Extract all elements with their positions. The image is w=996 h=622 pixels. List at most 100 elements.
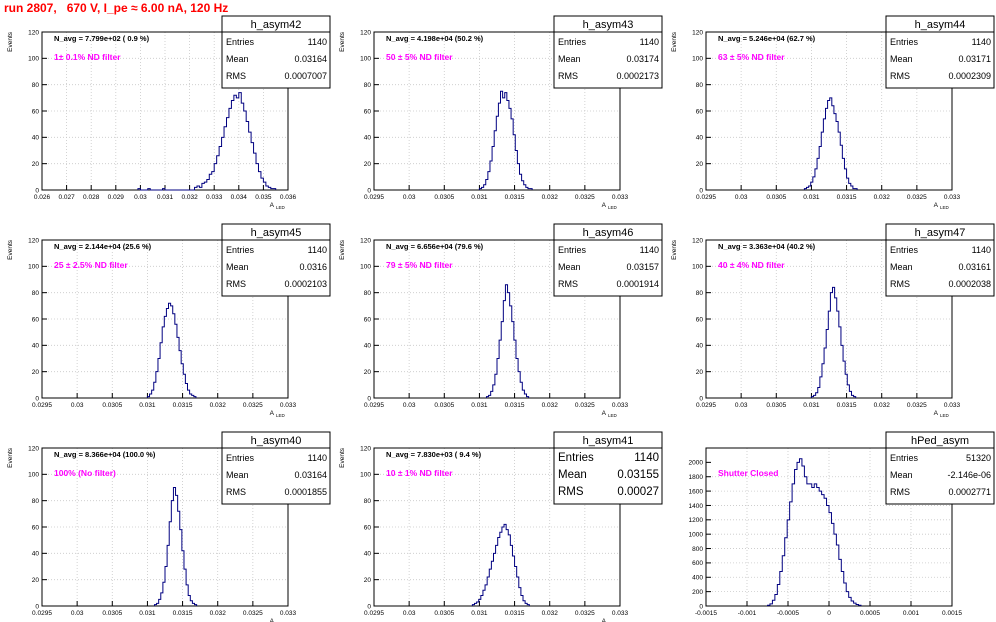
y-axis-label: Events <box>339 239 346 260</box>
filter-annotation: 50 ± 5% ND filter <box>386 52 453 62</box>
histogram-series <box>478 90 533 190</box>
stats-rms-value: 0.0001914 <box>616 279 659 289</box>
stats-mean-value: 0.03164 <box>294 54 327 64</box>
x-tick-label: 0.0295 <box>32 610 52 617</box>
x-axis-label: A <box>270 618 275 622</box>
y-tick-label: 0 <box>35 187 39 194</box>
y-tick-label: 1000 <box>689 531 704 538</box>
y-axis-label: Events <box>671 239 678 260</box>
y-tick-label: 800 <box>692 546 703 553</box>
stats-entries-value: 1140 <box>308 37 327 47</box>
y-tick-label: 1400 <box>689 503 704 510</box>
y-tick-label: 600 <box>692 560 703 567</box>
y-axis-label: Events <box>339 447 346 468</box>
stats-mean-label: Mean <box>226 262 249 272</box>
navg-label: N_avg = 7.799e+02 ( 0.9 %) <box>54 34 150 43</box>
y-axis-label: Events <box>7 239 14 260</box>
stats-rms-value: 0.0002103 <box>284 279 327 289</box>
stats-mean-value: 0.0316 <box>299 262 327 272</box>
stats-box: h_asym44 Entries 1140 Mean 0.03171 RMS 0.00023… <box>885 15 995 89</box>
stats-mean-label: Mean <box>890 54 913 64</box>
stats-entries-value: 1140 <box>972 245 991 255</box>
y-tick-label: 40 <box>696 343 704 350</box>
x-tick-label: 0.0305 <box>766 402 786 409</box>
stats-box-frame <box>553 431 663 505</box>
stats-entries-value: 1140 <box>640 245 659 255</box>
filter-annotation: 79 ± 5% ND filter <box>386 260 453 270</box>
y-tick-label: 40 <box>364 135 372 142</box>
x-tick-label: 0.031 <box>471 194 488 201</box>
stats-rms-value: 0.0002309 <box>948 71 991 81</box>
x-axis-label: A <box>934 410 939 417</box>
x-tick-label: 0.028 <box>83 194 100 201</box>
stats-entries-label: Entries <box>226 245 255 255</box>
x-tick-label: 0.0325 <box>575 610 595 617</box>
y-tick-label: 120 <box>692 29 703 36</box>
stats-box-frame <box>221 223 331 297</box>
y-tick-label: 120 <box>28 237 39 244</box>
histogram-name: h_asym46 <box>583 227 634 239</box>
histogram-pad-hPed_asym: -0.0015 -0.001 -0.0005 0 0.0005 0.001 0.0015 0 2… <box>689 431 995 617</box>
x-tick-label: 0.0295 <box>364 402 384 409</box>
stats-rms-label: RMS <box>890 487 910 497</box>
stats-entries-label: Entries <box>890 245 919 255</box>
y-tick-label: 60 <box>364 316 372 323</box>
stats-box-frame <box>553 15 663 89</box>
filter-annotation: 40 ± 4% ND filter <box>718 260 785 270</box>
y-tick-label: 0 <box>699 187 703 194</box>
x-tick-label: 0.0295 <box>696 402 716 409</box>
y-tick-label: 200 <box>692 589 703 596</box>
x-axis-label-subscript: LED <box>608 413 618 418</box>
stats-box-frame <box>885 15 995 89</box>
x-tick-label: 0.032 <box>210 402 227 409</box>
x-tick-label: 0.0315 <box>173 402 193 409</box>
x-tick-label: 0.0315 <box>505 402 525 409</box>
y-tick-label: 80 <box>364 498 372 505</box>
stats-entries-label: Entries <box>558 245 587 255</box>
histogram-series <box>137 92 277 191</box>
x-tick-label: 0.0005 <box>860 610 880 617</box>
y-tick-label: 80 <box>32 82 40 89</box>
stats-rms-label: RMS <box>890 279 910 289</box>
x-tick-label: 0.033 <box>280 402 297 409</box>
y-tick-label: 60 <box>32 524 40 531</box>
stats-box: h_asym41 Entries 1140 Mean 0.03155 RMS 0.00027 <box>553 431 663 505</box>
stats-rms-label: RMS <box>558 71 578 81</box>
x-tick-label: 0.031 <box>803 194 820 201</box>
x-tick-label: 0.0325 <box>907 194 927 201</box>
histogram-name: h_asym40 <box>251 435 302 447</box>
x-tick-label: 0.031 <box>139 610 156 617</box>
y-tick-label: 120 <box>692 237 703 244</box>
stats-box-frame <box>885 223 995 297</box>
y-tick-label: 120 <box>360 29 371 36</box>
stats-entries-label: Entries <box>558 37 587 47</box>
x-axis-label: A <box>602 202 607 209</box>
x-tick-label: 0.033 <box>944 402 961 409</box>
stats-entries-label: Entries <box>226 37 255 47</box>
y-tick-label: 0 <box>35 603 39 610</box>
stats-entries-label: Entries <box>890 453 919 463</box>
histogram-pad-h_asym43: 0.0295 0.03 0.0305 0.031 0.0315 0.032 0.0325 0.… <box>339 15 663 210</box>
x-tick-label: 0.033 <box>280 610 297 617</box>
x-tick-label: 0.032 <box>542 610 559 617</box>
x-tick-label: 0.0295 <box>32 402 52 409</box>
x-tick-label: 0 <box>827 610 831 617</box>
x-tick-label: 0.0295 <box>364 194 384 201</box>
stats-rms-label: RMS <box>226 487 246 497</box>
stats-mean-label: Mean <box>558 54 581 64</box>
stats-mean-value: 0.03164 <box>294 470 327 480</box>
y-tick-label: 20 <box>364 369 372 376</box>
x-tick-label: 0.0315 <box>837 402 857 409</box>
stats-box: h_asym45 Entries 1140 Mean 0.0316 RMS 0.000210… <box>221 223 331 297</box>
y-tick-label: 100 <box>28 264 39 271</box>
y-tick-label: 80 <box>32 290 40 297</box>
filter-annotation: 1± 0.1% ND filter <box>54 52 121 62</box>
x-tick-label: 0.0325 <box>907 402 927 409</box>
stats-rms-value: 0.0001855 <box>284 487 327 497</box>
y-tick-label: 40 <box>364 343 372 350</box>
stats-box-frame <box>221 431 331 505</box>
stats-rms-value: 0.0007007 <box>284 71 327 81</box>
x-tick-label: 0.0315 <box>173 610 193 617</box>
stats-rms-label: RMS <box>226 71 246 81</box>
y-tick-label: 20 <box>32 577 40 584</box>
